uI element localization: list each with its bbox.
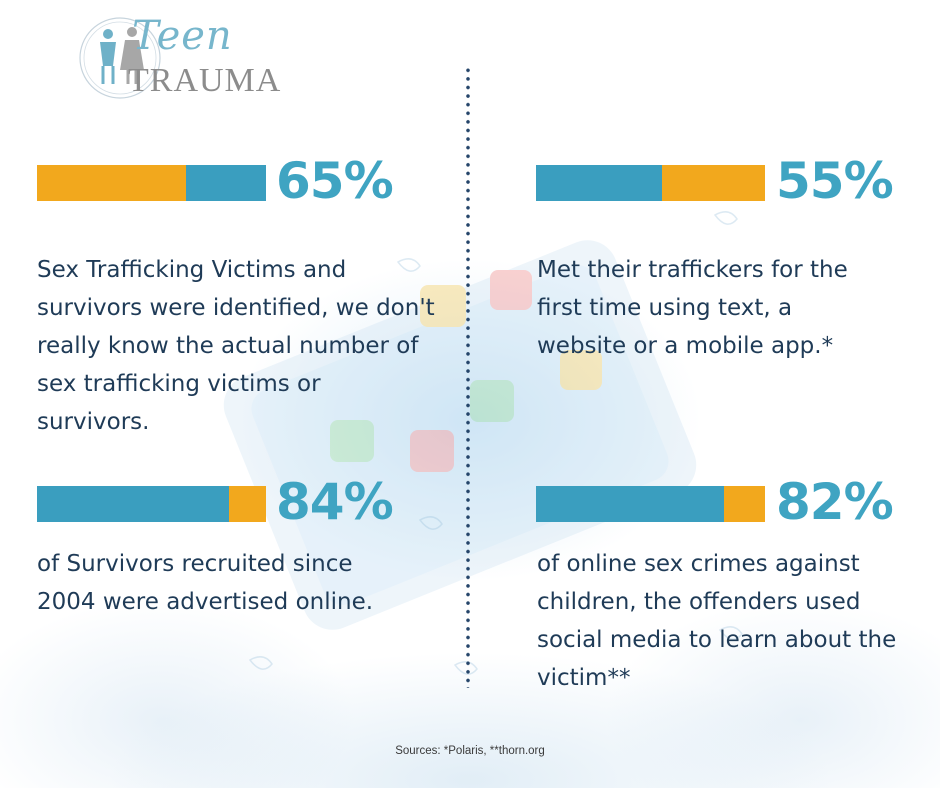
stat-3-bar-segment-1	[37, 486, 230, 522]
stat-2-description: Met their traffickers for the first time…	[537, 257, 848, 359]
stat-1-bar	[37, 165, 266, 201]
logo-emblem-icon	[79, 17, 161, 99]
stat-2-bar-segment-2	[661, 165, 765, 201]
logo-text-trauma: TRAUMA	[128, 62, 282, 99]
dotted-divider	[466, 66, 470, 688]
stat-1-percent: 65%	[276, 152, 394, 210]
stat-4-bar	[536, 486, 765, 522]
stat-4-bar-segment-2	[723, 486, 765, 522]
teen-trauma-logo: Teen TRAUMA	[60, 12, 280, 104]
stat-3-bar-segment-2	[229, 486, 266, 522]
stat-1-bar-segment-1	[37, 165, 186, 201]
logo-text-teen: Teen	[132, 13, 233, 59]
stat-1-bar-segment-2	[185, 165, 266, 201]
stat-3-percent: 84%	[276, 473, 394, 531]
stat-2-bar	[536, 165, 765, 201]
sources-footnote: Sources: *Polaris, **thorn.org	[395, 745, 545, 757]
stat-2-bar-segment-1	[536, 165, 662, 201]
stat-1-description: Sex Trafficking Victims and survivors we…	[37, 257, 435, 435]
stat-3-bar	[37, 486, 266, 522]
stat-3-description: of Survivors recruited since 2004 were a…	[37, 551, 374, 615]
stat-4-description: of online sex crimes against children, t…	[537, 551, 897, 691]
stat-4-bar-segment-1	[536, 486, 724, 522]
stat-4-percent: 82%	[776, 473, 894, 531]
stat-2-percent: 55%	[776, 152, 894, 210]
